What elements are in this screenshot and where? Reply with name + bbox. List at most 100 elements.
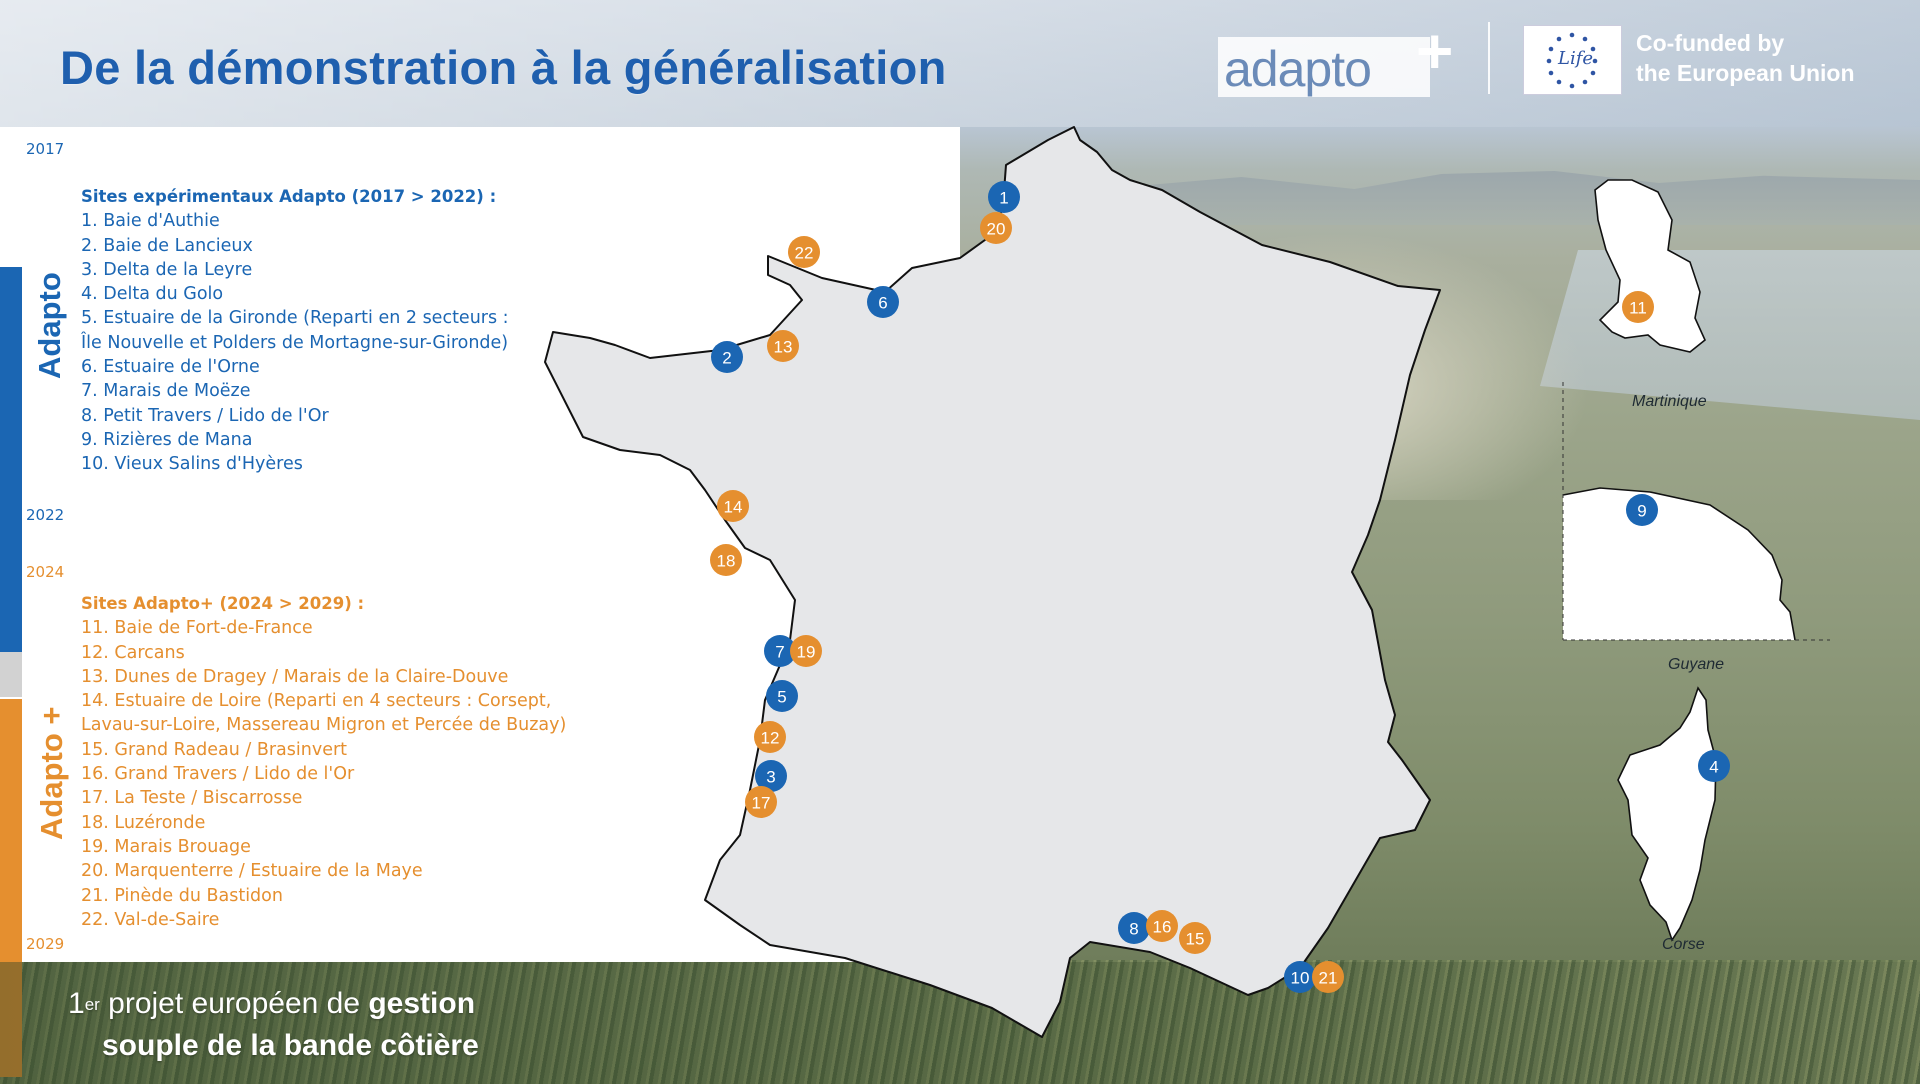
- site-marker-14[interactable]: 14: [717, 490, 749, 522]
- marker-circle[interactable]: [788, 236, 820, 268]
- guyane-coastline: [1562, 487, 1796, 641]
- marker-circle[interactable]: [767, 330, 799, 362]
- marker-circle[interactable]: [766, 680, 798, 712]
- marker-number: 21: [1319, 969, 1338, 988]
- tagline-ordinal-sup: er: [84, 995, 100, 1014]
- marker-number: 9: [1637, 502, 1646, 521]
- site-marker-17[interactable]: 17: [745, 786, 777, 818]
- tagline-bold-1: gestion: [368, 987, 476, 1020]
- site-marker-2[interactable]: 2: [711, 341, 743, 373]
- marker-circle[interactable]: [710, 544, 742, 576]
- site-marker-7[interactable]: 7: [764, 635, 796, 667]
- site-marker-20[interactable]: 20: [980, 212, 1012, 244]
- marker-number: 15: [1186, 930, 1205, 949]
- site-marker-13[interactable]: 13: [767, 330, 799, 362]
- adapto-plus-sites-heading: Sites Adapto+ (2024 > 2029) :: [81, 594, 365, 613]
- page-title: De la démonstration à la généralisation: [60, 41, 947, 94]
- site-marker-9[interactable]: 9: [1626, 494, 1658, 526]
- list-item: 5. Estuaire de la Gironde (Reparti en 2 …: [81, 308, 509, 329]
- adapto-plus-sites-list: Sites Adapto+ (2024 > 2029) : 11. Baie d…: [81, 592, 566, 932]
- marker-circle[interactable]: [1312, 961, 1344, 993]
- timeline-bar-adapto-plus: [0, 699, 22, 1077]
- logo-word: adapto: [1224, 41, 1372, 97]
- marker-number: 2: [722, 349, 731, 368]
- list-item: Lavau-sur-Loire, Massereau Migron et Per…: [81, 715, 567, 736]
- marker-number: 8: [1129, 920, 1138, 939]
- tagline-line2: souple de la bande côtière: [102, 1027, 479, 1065]
- adapto-sites-heading: Sites expérimentaux Adapto (2017 > 2022)…: [81, 187, 497, 206]
- marker-circle[interactable]: [1284, 961, 1316, 993]
- logo-plus: +: [1416, 15, 1454, 87]
- eu-cofunding-text: Co-funded by the European Union: [1636, 28, 1855, 88]
- year-2022: 2022: [26, 506, 65, 524]
- eu-text-line1: Co-funded by: [1636, 30, 1785, 56]
- marker-number: 14: [724, 498, 743, 517]
- list-item: 11. Baie de Fort-de-France: [81, 618, 313, 639]
- list-item: 20. Marquenterre / Estuaire de la Maye: [81, 861, 423, 882]
- marker-circle[interactable]: [745, 786, 777, 818]
- list-item: 18. Luzéronde: [81, 812, 206, 833]
- marker-circle[interactable]: [754, 721, 786, 753]
- marker-circle[interactable]: [988, 181, 1020, 213]
- marker-number: 17: [752, 794, 771, 813]
- list-item: 22. Val-de-Saire: [81, 909, 220, 930]
- inset-label-corse: Corse: [1662, 936, 1705, 953]
- site-marker-10[interactable]: 10: [1284, 961, 1316, 993]
- marker-number: 20: [987, 220, 1006, 239]
- site-marker-12[interactable]: 12: [754, 721, 786, 753]
- list-item: 2. Baie de Lancieux: [81, 235, 253, 256]
- marker-circle[interactable]: [1146, 910, 1178, 942]
- site-marker-11[interactable]: 11: [1622, 291, 1654, 323]
- marker-circle[interactable]: [1622, 291, 1654, 323]
- marker-circle[interactable]: [980, 212, 1012, 244]
- marker-number: 11: [1629, 299, 1647, 318]
- marker-circle[interactable]: [1118, 912, 1150, 944]
- inset-label-guyane: Guyane: [1668, 656, 1725, 673]
- list-item: 4. Delta du Golo: [81, 284, 224, 305]
- site-marker-4[interactable]: 4: [1698, 750, 1730, 782]
- site-marker-5[interactable]: 5: [766, 680, 798, 712]
- logo-box: [1218, 37, 1430, 97]
- list-item: 12. Carcans: [81, 642, 185, 663]
- list-item: 15. Grand Radeau / Brasinvert: [81, 739, 348, 760]
- site-marker-3[interactable]: 3: [755, 760, 787, 792]
- year-2017: 2017: [26, 140, 65, 158]
- marker-circle[interactable]: [755, 760, 787, 792]
- marker-circle[interactable]: [1698, 750, 1730, 782]
- marker-number: 22: [795, 244, 814, 263]
- life-logo-text: Life: [1558, 48, 1594, 69]
- marker-number: 19: [797, 643, 816, 662]
- site-marker-18[interactable]: 18: [710, 544, 742, 576]
- site-marker-8[interactable]: 8: [1118, 912, 1150, 944]
- footer-tagline: 1er projet européen de gestion souple de…: [68, 985, 479, 1065]
- site-marker-15[interactable]: 15: [1179, 922, 1211, 954]
- marker-number: 7: [775, 643, 784, 662]
- list-item: 19. Marais Brouage: [81, 836, 251, 857]
- site-marker-6[interactable]: 6: [867, 286, 899, 318]
- site-marker-1[interactable]: 1: [988, 181, 1020, 213]
- marker-circle[interactable]: [711, 341, 743, 373]
- tagline-middle: projet européen de: [99, 987, 369, 1020]
- marker-circle[interactable]: [1626, 494, 1658, 526]
- tagline-ordinal: 1: [68, 987, 85, 1020]
- marker-circle[interactable]: [867, 286, 899, 318]
- list-item: 14. Estuaire de Loire (Reparti en 4 sect…: [81, 691, 552, 712]
- marker-circle[interactable]: [764, 635, 796, 667]
- tagline-bold-2: souple de la bande côtière: [102, 1029, 479, 1062]
- adapto-plus-logo: adapto +: [1218, 15, 1458, 98]
- year-2029: 2029: [26, 935, 65, 953]
- marker-circle[interactable]: [790, 635, 822, 667]
- list-item: 17. La Teste / Biscarrosse: [81, 788, 303, 809]
- site-marker-22[interactable]: 22: [788, 236, 820, 268]
- marker-circle[interactable]: [717, 490, 749, 522]
- eu-text-line2: the European Union: [1636, 60, 1855, 86]
- list-item: 6. Estuaire de l'Orne: [81, 357, 260, 378]
- marker-number: 13: [774, 338, 793, 357]
- site-marker-19[interactable]: 19: [790, 635, 822, 667]
- site-marker-21[interactable]: 21: [1312, 961, 1344, 993]
- tagline-line1: 1er projet européen de gestion: [68, 985, 479, 1027]
- marker-circle[interactable]: [1179, 922, 1211, 954]
- site-marker-16[interactable]: 16: [1146, 910, 1178, 942]
- france-mainland: [544, 126, 1441, 1038]
